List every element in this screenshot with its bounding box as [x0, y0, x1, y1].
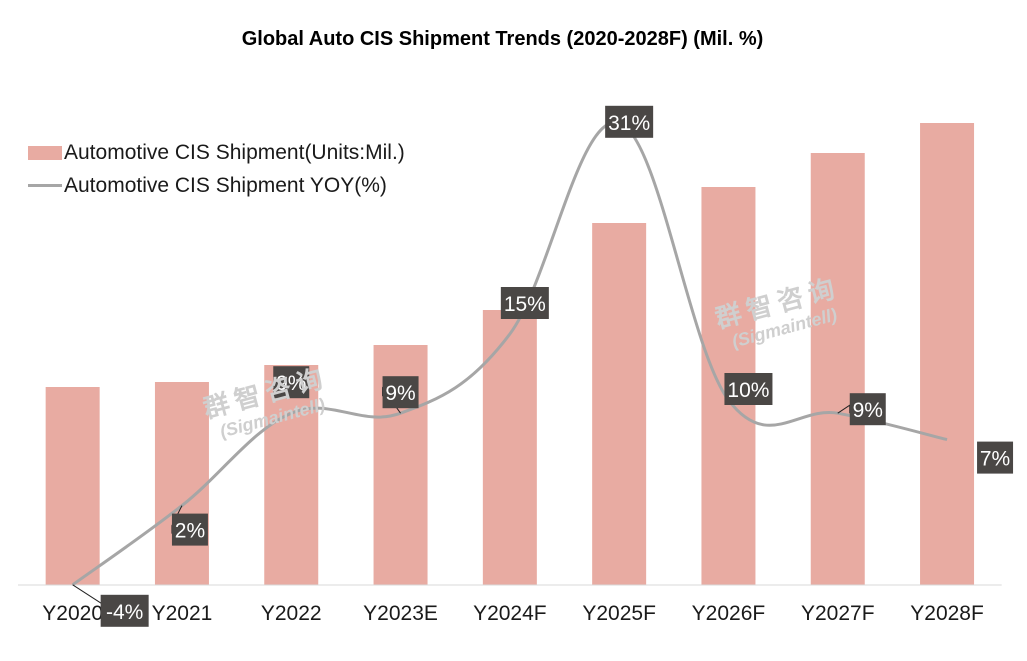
x-axis: Y2020 Y2021 Y2022 Y2023E Y2024F Y2025F Y2026F Y…	[18, 584, 1002, 625]
yoy-data-label: 15%	[500, 287, 549, 319]
bar-Y2027F	[810, 153, 865, 585]
x-tick-label: Y2021	[152, 602, 213, 625]
yoy-data-label: 2%	[171, 505, 208, 546]
svg-text:9%: 9%	[853, 399, 883, 422]
legend: Automotive CIS Shipment(Units:Mil.) Auto…	[28, 136, 405, 202]
svg-text:7%: 7%	[980, 448, 1010, 471]
bar-series	[45, 123, 975, 585]
yoy-data-labels: -4% 2% 9% 9% 15% 31% 10% 9% 7%	[72, 105, 1014, 627]
bar-Y2021	[154, 382, 209, 585]
yoy-data-label: 10%	[724, 373, 773, 405]
legend-label-bars: Automotive CIS Shipment(Units:Mil.)	[64, 140, 405, 164]
yoy-data-label: 9%	[382, 376, 419, 414]
legend-swatch-line	[28, 184, 62, 187]
x-tick-label: Y2024F	[473, 602, 547, 625]
legend-label-line: Automotive CIS Shipment YOY(%)	[64, 173, 387, 197]
x-tick-label: Y2028F	[910, 602, 984, 625]
yoy-line-series	[71, 121, 948, 587]
bar-Y2024F	[482, 310, 537, 585]
bar-Y2025F	[592, 223, 647, 585]
chart-title: Global Auto CIS Shipment Trends (2020-20…	[241, 28, 764, 50]
x-tick-label: Y2025F	[582, 602, 656, 625]
yoy-data-label: 7%	[977, 441, 1014, 474]
svg-text:9%: 9%	[276, 372, 306, 395]
legend-item-line: Automotive CIS Shipment YOY(%)	[28, 169, 405, 202]
legend-item-bars: Automotive CIS Shipment(Units:Mil.)	[28, 136, 405, 169]
svg-text:-4%: -4%	[106, 601, 143, 624]
bar-Y2020	[45, 387, 100, 585]
yoy-data-label: -4%	[72, 584, 149, 627]
svg-text:9%: 9%	[385, 382, 415, 405]
x-tick-label: Y2022	[261, 602, 322, 625]
svg-text:15%: 15%	[504, 293, 546, 316]
bar-Y2028F	[920, 123, 975, 585]
yoy-line	[71, 121, 948, 587]
x-tick-label: Y2020	[42, 602, 103, 625]
svg-text:31%: 31%	[608, 112, 650, 135]
x-tick-label: Y2026F	[692, 602, 766, 625]
bar-Y2022	[264, 365, 319, 585]
x-tick-label: Y2023E	[363, 602, 438, 625]
yoy-data-label: 31%	[605, 105, 654, 138]
legend-swatch-bar	[28, 145, 62, 160]
svg-text:10%: 10%	[727, 379, 769, 402]
yoy-data-label: 9%	[273, 366, 310, 399]
x-tick-label: Y2027F	[801, 602, 875, 625]
yoy-data-label: 9%	[837, 393, 886, 426]
svg-text:2%: 2%	[175, 520, 205, 543]
